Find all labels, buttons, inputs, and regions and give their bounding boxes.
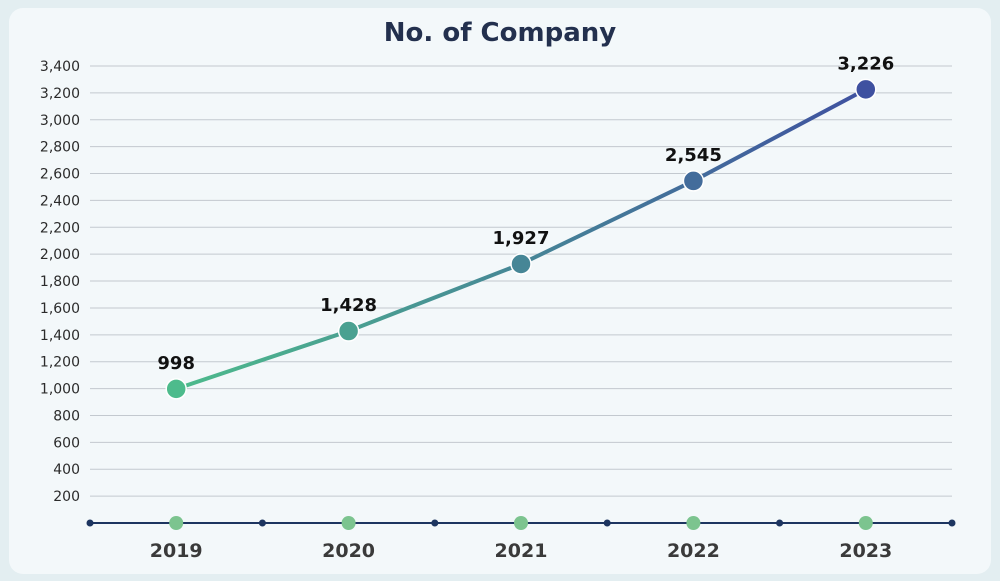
y-tick-label: 3,400 <box>40 59 80 75</box>
x-axis: 2019 2020 2021 2022 2023 <box>86 516 956 562</box>
y-tick-label: 1,400 <box>40 328 80 344</box>
data-point <box>855 78 877 101</box>
series-line <box>165 78 877 400</box>
data-label: 1,428 <box>320 295 377 316</box>
x-axis-category-dot <box>341 516 356 530</box>
x-tick-label: 2022 <box>667 540 720 562</box>
x-axis-category-dot <box>858 516 873 530</box>
x-tick-label: 2019 <box>150 540 203 562</box>
x-axis-boundary-dot <box>86 519 94 527</box>
y-tick-label: 1,000 <box>40 382 80 398</box>
y-tick-label: 2,000 <box>40 247 80 263</box>
y-tick-label: 1,200 <box>40 355 80 371</box>
y-tick-label: 800 <box>53 408 80 424</box>
x-axis-category-dot <box>514 516 528 530</box>
x-axis-category-dot <box>169 516 184 530</box>
y-axis-ticks: 200 400 600 800 1,000 1,200 1,400 1,600 1,800 2,0… <box>40 59 80 505</box>
y-tick-label: 3,200 <box>40 86 80 102</box>
x-axis-boundary-dot <box>776 519 784 527</box>
x-axis-boundary-dot <box>431 519 439 527</box>
y-tick-label: 1,800 <box>40 274 80 290</box>
chart-title: No. of Company <box>383 18 617 48</box>
data-point <box>510 253 532 275</box>
x-tick-label: 2023 <box>839 540 892 562</box>
y-tick-label: 2,800 <box>40 140 80 156</box>
x-axis-boundary-dot <box>948 519 956 527</box>
chart-panel <box>9 8 991 574</box>
x-axis-category-dot <box>686 516 701 530</box>
data-point <box>682 170 705 192</box>
data-label: 3,226 <box>837 53 894 74</box>
y-tick-label: 400 <box>53 462 80 478</box>
y-tick-label: 2,200 <box>40 220 80 236</box>
y-tick-label: 2,400 <box>40 193 80 209</box>
y-tick-label: 200 <box>53 489 80 505</box>
x-axis-boundary-dot <box>258 519 266 527</box>
y-tick-label: 3,000 <box>40 113 80 129</box>
y-tick-label: 2,600 <box>40 167 80 183</box>
x-tick-label: 2020 <box>322 540 375 562</box>
data-label: 1,927 <box>493 228 550 249</box>
x-tick-label: 2021 <box>495 540 548 562</box>
data-label: 998 <box>157 353 195 374</box>
x-axis-boundary-dot <box>603 519 611 527</box>
data-labels: 998 1,428 1,927 2,545 3,226 <box>157 53 894 373</box>
data-point <box>337 320 360 342</box>
data-point <box>165 378 187 400</box>
y-tick-label: 600 <box>53 435 80 451</box>
gridlines <box>90 65 952 497</box>
y-tick-label: 1,600 <box>40 301 80 317</box>
data-label: 2,545 <box>665 145 722 166</box>
